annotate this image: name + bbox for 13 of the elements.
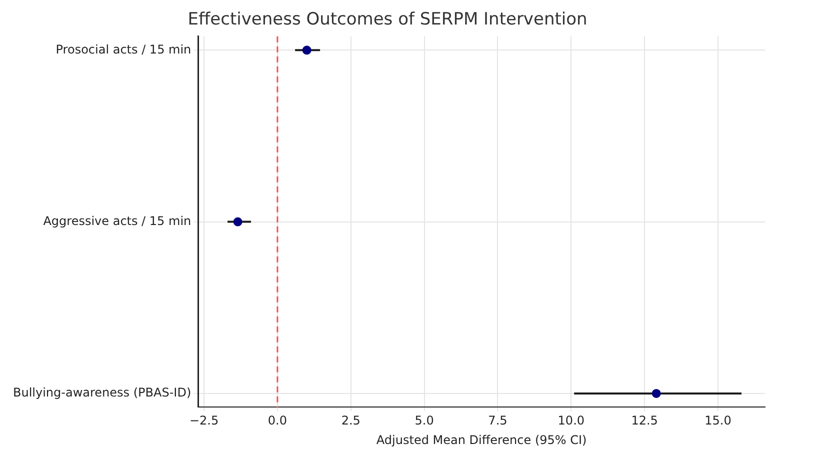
x-tick-label: 15.0 bbox=[704, 414, 732, 428]
x-tick-label: 10.0 bbox=[558, 414, 585, 428]
x-axis-title: Adjusted Mean Difference (95% CI) bbox=[376, 432, 587, 447]
y-tick-label: Aggressive acts / 15 min bbox=[43, 214, 192, 228]
chart-title: Effectiveness Outcomes of SERPM Intervention bbox=[188, 10, 588, 30]
x-tick-label: 12.5 bbox=[631, 414, 658, 428]
y-tick-label: Prosocial acts / 15 min bbox=[56, 42, 192, 56]
x-tick-label: 0.0 bbox=[268, 414, 287, 428]
x-tick-label: 7.5 bbox=[488, 414, 508, 428]
x-tick-label: 2.5 bbox=[341, 414, 360, 428]
x-tick-label: −2.5 bbox=[189, 414, 219, 428]
x-tick-label: 5.0 bbox=[414, 414, 434, 428]
y-tick-label: Bullying-awareness (PBAS-ID) bbox=[12, 386, 192, 400]
